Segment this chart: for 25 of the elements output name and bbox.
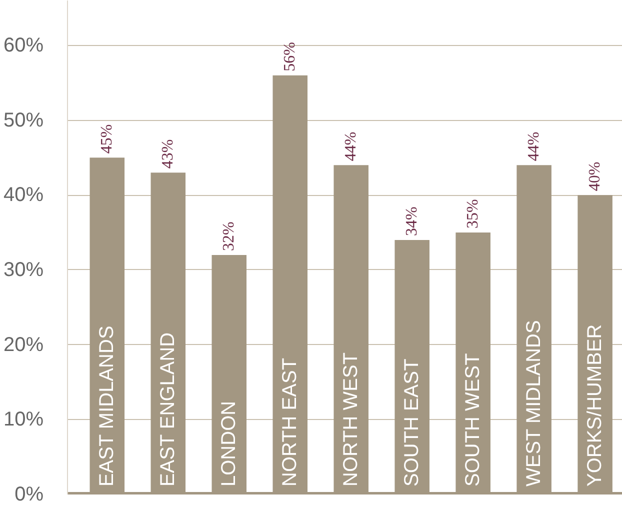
y-tick-label: 0% [14,484,44,506]
data-label: 44% [526,132,543,162]
y-tick-label: 10% [3,408,44,431]
data-label: 44% [342,132,360,162]
x-tick-label: SOUTH EAST [401,358,424,486]
y-tick-label: 40% [3,184,44,206]
y-tick-label: 20% [3,334,44,356]
data-label: 40% [586,162,604,192]
data-label: 43% [160,139,177,169]
y-tick-label: 30% [3,258,44,281]
x-tick-label: NORTH EAST [279,358,302,486]
x-tick-label: EAST MIDLANDS [96,326,118,486]
x-tick-label: EAST ENGLAND [157,332,180,486]
y-tick-label: 50% [3,109,44,132]
x-tick-label: SOUTH WEST [462,353,484,486]
data-label: 35% [464,199,482,229]
y-tick-label: 60% [3,34,44,56]
x-tick-label: YORKS/HUMBER [584,324,606,486]
x-tick-label: LONDON [218,400,240,486]
x-tick-label: NORTH WEST [340,352,362,486]
x-tick-label: WEST MIDLANDS [523,320,546,486]
data-label: 34% [404,206,421,236]
data-label: 56% [282,42,299,72]
data-label: 32% [220,222,238,251]
data-label: 45% [98,124,116,154]
